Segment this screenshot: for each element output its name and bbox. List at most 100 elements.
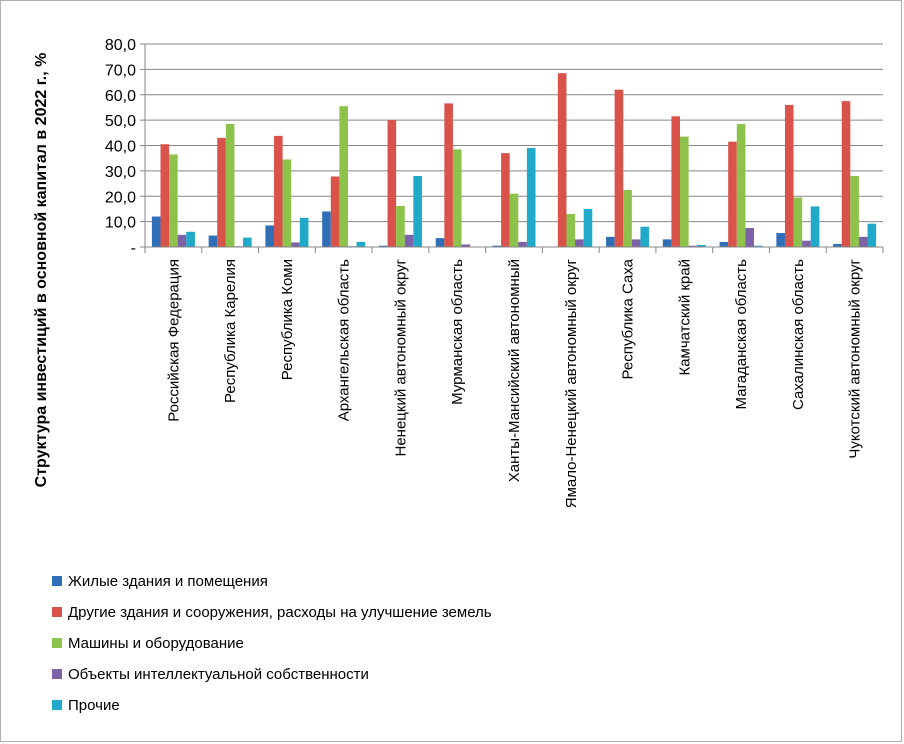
bar — [557, 73, 567, 248]
bar — [452, 149, 462, 247]
bar — [396, 205, 405, 247]
bar — [841, 101, 851, 247]
bar — [753, 245, 763, 247]
bar — [719, 241, 729, 247]
y-tick-label: - — [131, 240, 136, 257]
bar — [265, 225, 275, 247]
bar — [177, 234, 187, 247]
bar — [631, 239, 641, 247]
bar — [640, 226, 650, 247]
bar — [850, 175, 859, 247]
bar — [623, 189, 632, 247]
bar — [614, 89, 624, 247]
bar — [169, 154, 178, 247]
x-tick-label: Республика Карелия — [222, 259, 239, 403]
bar — [697, 244, 706, 247]
bar — [356, 241, 366, 247]
bar — [461, 244, 471, 247]
bar — [671, 116, 681, 247]
bar — [509, 193, 519, 247]
bar — [833, 243, 842, 247]
bar — [736, 123, 746, 247]
legend-entry: Прочие — [68, 697, 120, 714]
bar — [339, 106, 348, 247]
bar — [291, 242, 300, 247]
x-tick-label: Чукотский автономный округ — [847, 258, 864, 458]
legend-entry: Другие здания и сооружения, расходы на у… — [68, 604, 492, 621]
legend-swatch — [52, 607, 62, 617]
y-tick-label: 60,0 — [105, 88, 136, 105]
y-tick-label: 10,0 — [105, 215, 136, 232]
bar — [575, 239, 584, 247]
legend-entry: Объекты интеллектуальной собственности — [68, 666, 369, 683]
y-tick-label: 80,0 — [105, 37, 136, 54]
bar — [566, 214, 576, 247]
x-tick-label: Мурманская область — [449, 259, 466, 405]
bar — [282, 159, 292, 247]
x-tick-label: Камчатский край — [676, 259, 693, 376]
bar — [160, 144, 170, 247]
bar — [378, 245, 388, 247]
bar — [444, 103, 453, 247]
bar — [606, 236, 615, 247]
legend-swatch — [52, 638, 62, 648]
y-tick-label: 70,0 — [105, 62, 136, 79]
legend-entry: Жилые здания и помещения — [68, 573, 268, 590]
bar — [858, 236, 868, 247]
bar — [810, 206, 820, 247]
y-axis-ticks: - 10,0 20,0 30,0 40,0 50,0 60,0 70,0 80,0 — [105, 37, 145, 257]
legend-swatch — [52, 576, 62, 586]
bar — [404, 234, 414, 247]
x-tick-label: Республика Коми — [279, 259, 296, 380]
bar — [793, 197, 803, 247]
x-tick-label: Республика Саха — [620, 258, 637, 379]
bar — [274, 135, 283, 247]
x-tick-label: Ханты-Мансийский автономный — [506, 259, 523, 482]
x-tick-label: Ненецкий автономный округ — [393, 258, 410, 456]
bar — [413, 175, 422, 247]
legend-swatch — [52, 669, 62, 679]
bar — [688, 245, 698, 247]
x-axis-ticks: Российская Федерация Республика Карелия Ре… — [144, 247, 884, 508]
bar — [784, 104, 794, 248]
bar — [526, 148, 536, 247]
x-tick-label: Российская Федерация — [165, 259, 182, 422]
bar — [745, 227, 754, 247]
legend-entry: Машины и оборудование — [68, 635, 244, 652]
bar — [680, 136, 689, 247]
y-axis-label: Структура инвестиций в основной капитал … — [33, 53, 50, 488]
x-tick-label: Сахалинская область — [790, 259, 807, 410]
bar — [225, 123, 235, 247]
bar — [330, 176, 340, 247]
legend: Жилые здания и помещения Другие здания и … — [52, 573, 492, 714]
bar — [217, 137, 226, 247]
bar — [243, 237, 252, 247]
bar — [518, 241, 527, 247]
y-tick-label: 20,0 — [105, 189, 136, 206]
bar — [186, 231, 195, 247]
bars — [151, 73, 877, 248]
bar — [583, 208, 593, 247]
bar — [776, 233, 785, 247]
bar — [492, 245, 502, 247]
bar — [662, 239, 672, 247]
x-tick-label: Магаданская область — [733, 259, 750, 410]
x-tick-label: Архангельская область — [336, 259, 353, 421]
bar — [299, 217, 309, 247]
bar — [728, 141, 737, 247]
legend-swatch — [52, 700, 62, 710]
bar — [867, 223, 877, 247]
x-tick-label: Ямало-Ненецкий автономный округ — [563, 258, 580, 508]
axes — [144, 44, 883, 248]
bar — [151, 216, 161, 247]
bar — [387, 120, 397, 248]
bar — [322, 211, 331, 247]
bar — [802, 240, 811, 247]
bar — [208, 235, 218, 247]
y-tick-label: 30,0 — [105, 164, 136, 181]
grid-lines — [145, 43, 883, 223]
y-tick-label: 40,0 — [105, 139, 136, 156]
bar — [501, 153, 510, 247]
